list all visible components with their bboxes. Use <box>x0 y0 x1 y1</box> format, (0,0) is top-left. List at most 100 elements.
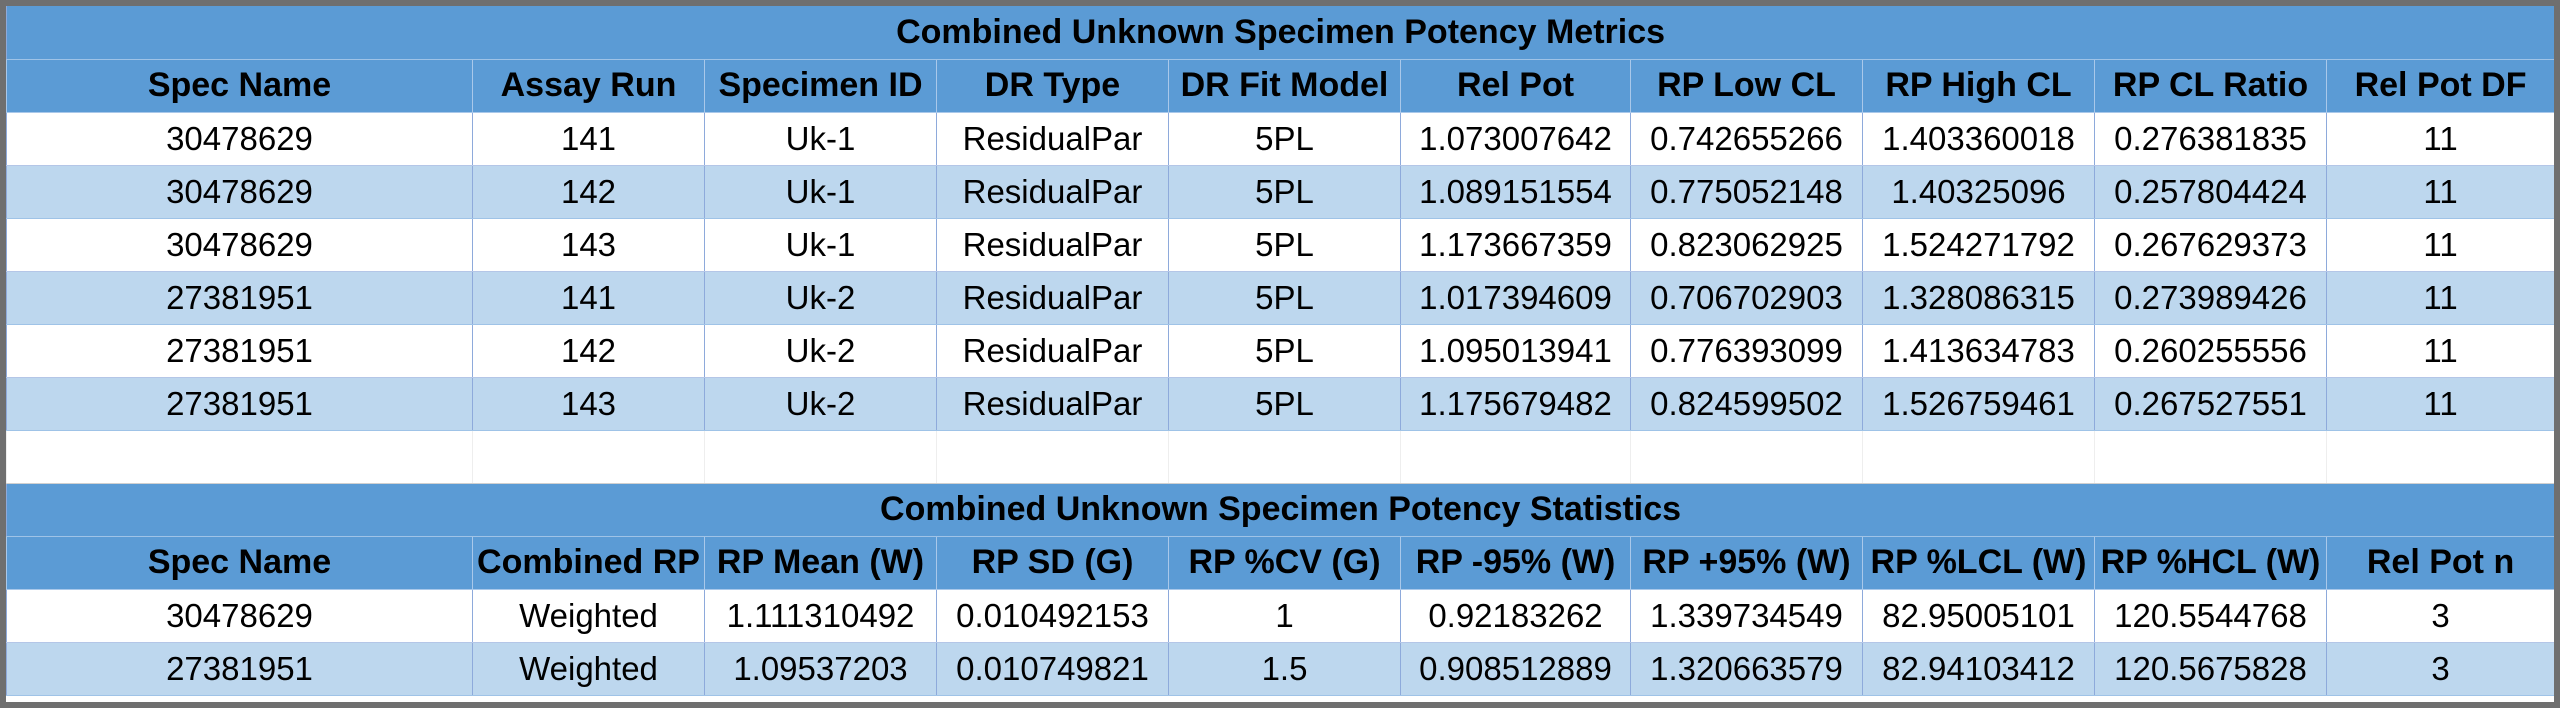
empty-cell[interactable] <box>6 430 473 484</box>
statistics-header-cell[interactable]: RP SD (G) <box>936 536 1169 590</box>
metrics-header-cell[interactable]: Rel Pot DF <box>2325 59 2554 113</box>
empty-cell[interactable] <box>1168 430 1401 484</box>
table-cell[interactable]: Weighted <box>472 589 705 643</box>
table-cell[interactable]: 3 <box>2325 589 2554 643</box>
statistics-header-cell[interactable]: RP Mean (W) <box>704 536 937 590</box>
table-cell[interactable]: 0.010492153 <box>936 589 1169 643</box>
statistics-title[interactable]: Combined Unknown Specimen Potency Statis… <box>6 483 2554 537</box>
table-cell[interactable]: 0.010749821 <box>936 642 1169 696</box>
empty-cell[interactable] <box>2325 430 2554 484</box>
table-cell[interactable]: 0.260255556 <box>2094 324 2327 378</box>
table-cell[interactable]: 1.328086315 <box>1862 271 2095 325</box>
table-cell[interactable]: 1.524271792 <box>1862 218 2095 272</box>
table-cell[interactable]: 3 <box>2325 642 2554 696</box>
empty-cell[interactable] <box>2094 430 2327 484</box>
empty-cell[interactable] <box>936 430 1169 484</box>
table-cell[interactable]: 143 <box>472 218 705 272</box>
table-cell[interactable]: 1.111310492 <box>704 589 937 643</box>
statistics-header-cell[interactable]: RP %LCL (W) <box>1862 536 2095 590</box>
table-cell[interactable]: 0.776393099 <box>1630 324 1863 378</box>
statistics-header-cell[interactable]: RP +95% (W) <box>1630 536 1863 590</box>
metrics-header-cell[interactable]: Spec Name <box>6 59 473 113</box>
table-cell[interactable]: 5PL <box>1168 377 1401 431</box>
table-cell[interactable]: 1.339734549 <box>1630 589 1863 643</box>
table-cell[interactable]: 82.94103412 <box>1862 642 2095 696</box>
table-cell[interactable]: 11 <box>2325 112 2554 166</box>
metrics-header-cell[interactable]: RP CL Ratio <box>2094 59 2327 113</box>
table-cell[interactable]: 27381951 <box>6 271 473 325</box>
table-cell[interactable]: Weighted <box>472 642 705 696</box>
table-cell[interactable]: 1.5 <box>1168 642 1401 696</box>
table-cell[interactable]: 0.908512889 <box>1400 642 1631 696</box>
metrics-title[interactable]: Combined Unknown Specimen Potency Metric… <box>6 6 2554 60</box>
table-cell[interactable]: 120.5544768 <box>2094 589 2327 643</box>
table-cell[interactable]: 5PL <box>1168 165 1401 219</box>
metrics-header-cell[interactable]: Rel Pot <box>1400 59 1631 113</box>
table-cell[interactable]: 0.92183262 <box>1400 589 1631 643</box>
table-cell[interactable]: ResidualPar <box>936 112 1169 166</box>
empty-cell[interactable] <box>1400 430 1631 484</box>
table-cell[interactable]: 0.742655266 <box>1630 112 1863 166</box>
table-cell[interactable]: 30478629 <box>6 112 473 166</box>
table-cell[interactable]: 0.267527551 <box>2094 377 2327 431</box>
metrics-header-cell[interactable]: Specimen ID <box>704 59 937 113</box>
table-cell[interactable]: 0.706702903 <box>1630 271 1863 325</box>
statistics-header-cell[interactable]: Combined RP <box>472 536 705 590</box>
table-cell[interactable]: 11 <box>2325 324 2554 378</box>
table-cell[interactable]: Uk-2 <box>704 377 937 431</box>
table-cell[interactable]: 1.320663579 <box>1630 642 1863 696</box>
table-cell[interactable]: 1.09537203 <box>704 642 937 696</box>
table-cell[interactable]: 1.173667359 <box>1400 218 1631 272</box>
statistics-header-cell[interactable]: RP -95% (W) <box>1400 536 1631 590</box>
table-cell[interactable]: Uk-1 <box>704 218 937 272</box>
table-cell[interactable]: 1.017394609 <box>1400 271 1631 325</box>
statistics-header-cell[interactable]: Spec Name <box>6 536 473 590</box>
metrics-header-cell[interactable]: RP Low CL <box>1630 59 1863 113</box>
empty-cell[interactable] <box>1862 430 2095 484</box>
table-cell[interactable]: 11 <box>2325 271 2554 325</box>
table-cell[interactable]: 1 <box>1168 589 1401 643</box>
table-cell[interactable]: Uk-2 <box>704 271 937 325</box>
table-cell[interactable]: ResidualPar <box>936 324 1169 378</box>
table-cell[interactable]: 1.403360018 <box>1862 112 2095 166</box>
empty-cell[interactable] <box>472 430 705 484</box>
table-cell[interactable]: 30478629 <box>6 218 473 272</box>
table-cell[interactable]: 27381951 <box>6 324 473 378</box>
statistics-header-cell[interactable]: RP %CV (G) <box>1168 536 1401 590</box>
table-cell[interactable]: Uk-1 <box>704 165 937 219</box>
table-cell[interactable]: ResidualPar <box>936 165 1169 219</box>
empty-cell[interactable] <box>704 430 937 484</box>
table-cell[interactable]: 30478629 <box>6 165 473 219</box>
table-cell[interactable]: 141 <box>472 112 705 166</box>
table-cell[interactable]: Uk-2 <box>704 324 937 378</box>
table-cell[interactable]: ResidualPar <box>936 271 1169 325</box>
table-cell[interactable]: 1.40325096 <box>1862 165 2095 219</box>
table-cell[interactable]: 142 <box>472 165 705 219</box>
table-cell[interactable]: 5PL <box>1168 218 1401 272</box>
empty-cell[interactable] <box>1630 430 1863 484</box>
table-cell[interactable]: ResidualPar <box>936 218 1169 272</box>
table-cell[interactable]: 82.95005101 <box>1862 589 2095 643</box>
table-cell[interactable]: 27381951 <box>6 642 473 696</box>
table-cell[interactable]: 1.073007642 <box>1400 112 1631 166</box>
table-cell[interactable]: 120.5675828 <box>2094 642 2327 696</box>
table-cell[interactable]: ResidualPar <box>936 377 1169 431</box>
table-cell[interactable]: 1.526759461 <box>1862 377 2095 431</box>
table-cell[interactable]: 11 <box>2325 377 2554 431</box>
table-cell[interactable]: Uk-1 <box>704 112 937 166</box>
table-cell[interactable]: 143 <box>472 377 705 431</box>
metrics-header-cell[interactable]: DR Fit Model <box>1168 59 1401 113</box>
table-cell[interactable]: 141 <box>472 271 705 325</box>
table-cell[interactable]: 27381951 <box>6 377 473 431</box>
table-cell[interactable]: 1.175679482 <box>1400 377 1631 431</box>
metrics-header-cell[interactable]: DR Type <box>936 59 1169 113</box>
statistics-header-cell[interactable]: Rel Pot n <box>2325 536 2554 590</box>
table-cell[interactable]: 30478629 <box>6 589 473 643</box>
table-cell[interactable]: 5PL <box>1168 324 1401 378</box>
table-cell[interactable]: 0.257804424 <box>2094 165 2327 219</box>
metrics-header-cell[interactable]: Assay Run <box>472 59 705 113</box>
table-cell[interactable]: 0.267629373 <box>2094 218 2327 272</box>
table-cell[interactable]: 1.095013941 <box>1400 324 1631 378</box>
table-cell[interactable]: 0.823062925 <box>1630 218 1863 272</box>
table-cell[interactable]: 0.276381835 <box>2094 112 2327 166</box>
